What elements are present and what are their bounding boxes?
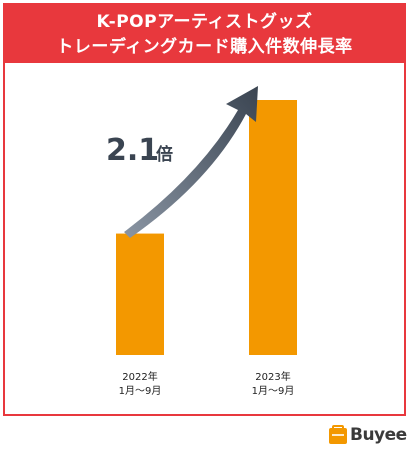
category-label-year-1: 2022年 xyxy=(122,370,157,383)
growth-arrow xyxy=(124,86,258,238)
buyee-logo: Buyee xyxy=(328,424,407,446)
chart-frame: K-POPアーティストグッズ トレーディングカード購入件数伸長率 xyxy=(3,3,406,416)
category-label-period-2: 1月〜9月 xyxy=(252,385,295,397)
buyee-logo-icon xyxy=(329,425,347,444)
title-banner: K-POPアーティストグッズ トレーディングカード購入件数伸長率 xyxy=(5,5,404,63)
category-label-period-1: 1月〜9月 xyxy=(119,385,162,397)
bar-1 xyxy=(116,233,164,355)
title-line-2: トレーディングカード購入件数伸長率 xyxy=(56,37,353,57)
ratio-unit: 倍 xyxy=(156,144,173,165)
logo-text: Buyee xyxy=(350,425,407,445)
ratio-number: 2.1 xyxy=(106,133,159,168)
title-line-1: K-POPアーティストグッズ xyxy=(96,12,313,32)
category-label-year-2: 2023年 xyxy=(255,370,290,383)
bar-2 xyxy=(249,100,297,355)
